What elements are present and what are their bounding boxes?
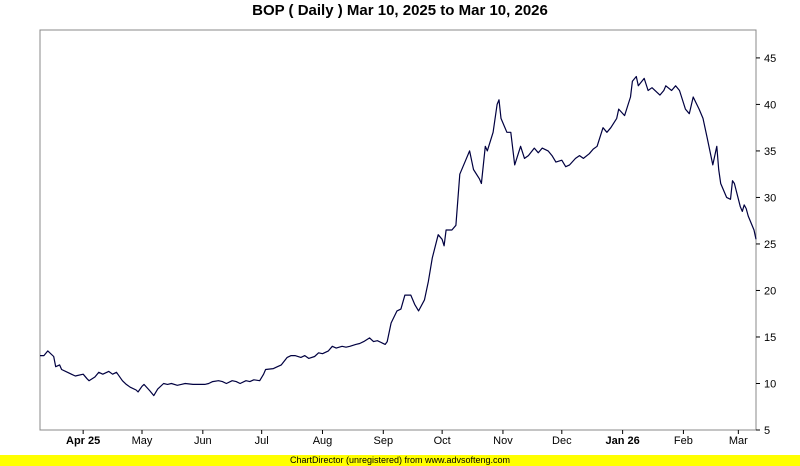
- line-chart: 5 10 15 20 25 30 35 40 45 Apr 25 May Jun Jul Aug Sep O…: [39, 29, 776, 447]
- x-tick-label: Mar: [729, 435, 748, 447]
- price-series: [40, 75, 757, 397]
- y-tick-label: 10: [764, 378, 776, 390]
- y-tick-label: 20: [764, 285, 776, 297]
- y-tick-label: 30: [764, 192, 776, 204]
- series-line: [40, 75, 757, 397]
- x-tick-label: Jun: [194, 435, 212, 447]
- y-tick-label: 15: [764, 332, 776, 344]
- x-tick-label: Jan 26: [605, 435, 639, 447]
- x-tick-label: Nov: [493, 435, 513, 447]
- x-tick-label: Feb: [674, 435, 693, 447]
- footer-credit: ChartDirector (unregistered) from www.ad…: [0, 455, 800, 466]
- x-tick-label: Dec: [552, 435, 572, 447]
- y-tick-label: 45: [764, 53, 776, 65]
- y-tick-label: 35: [764, 146, 776, 158]
- x-tick-label: Aug: [313, 435, 333, 447]
- y-tick-label: 40: [764, 99, 776, 111]
- x-tick-label: Jul: [255, 435, 269, 447]
- plot-area: [39, 29, 757, 431]
- y-tick-label: 5: [764, 425, 770, 437]
- plot-border: [39, 29, 757, 431]
- x-tick-label: Sep: [373, 435, 393, 447]
- x-tick-label: Apr 25: [66, 435, 100, 447]
- x-axis: Apr 25 May Jun Jul Aug Sep Oct Nov Dec Jan 26 Feb M…: [66, 430, 748, 447]
- y-tick-label: 25: [764, 239, 776, 251]
- y-axis: 5 10 15 20 25 30 35 40 45: [756, 53, 776, 437]
- chart-title: BOP ( Daily ) Mar 10, 2025 to Mar 10, 20…: [252, 2, 548, 19]
- plot-background: [40, 30, 756, 430]
- x-tick-label: Oct: [434, 435, 451, 447]
- x-tick-label: May: [132, 435, 153, 447]
